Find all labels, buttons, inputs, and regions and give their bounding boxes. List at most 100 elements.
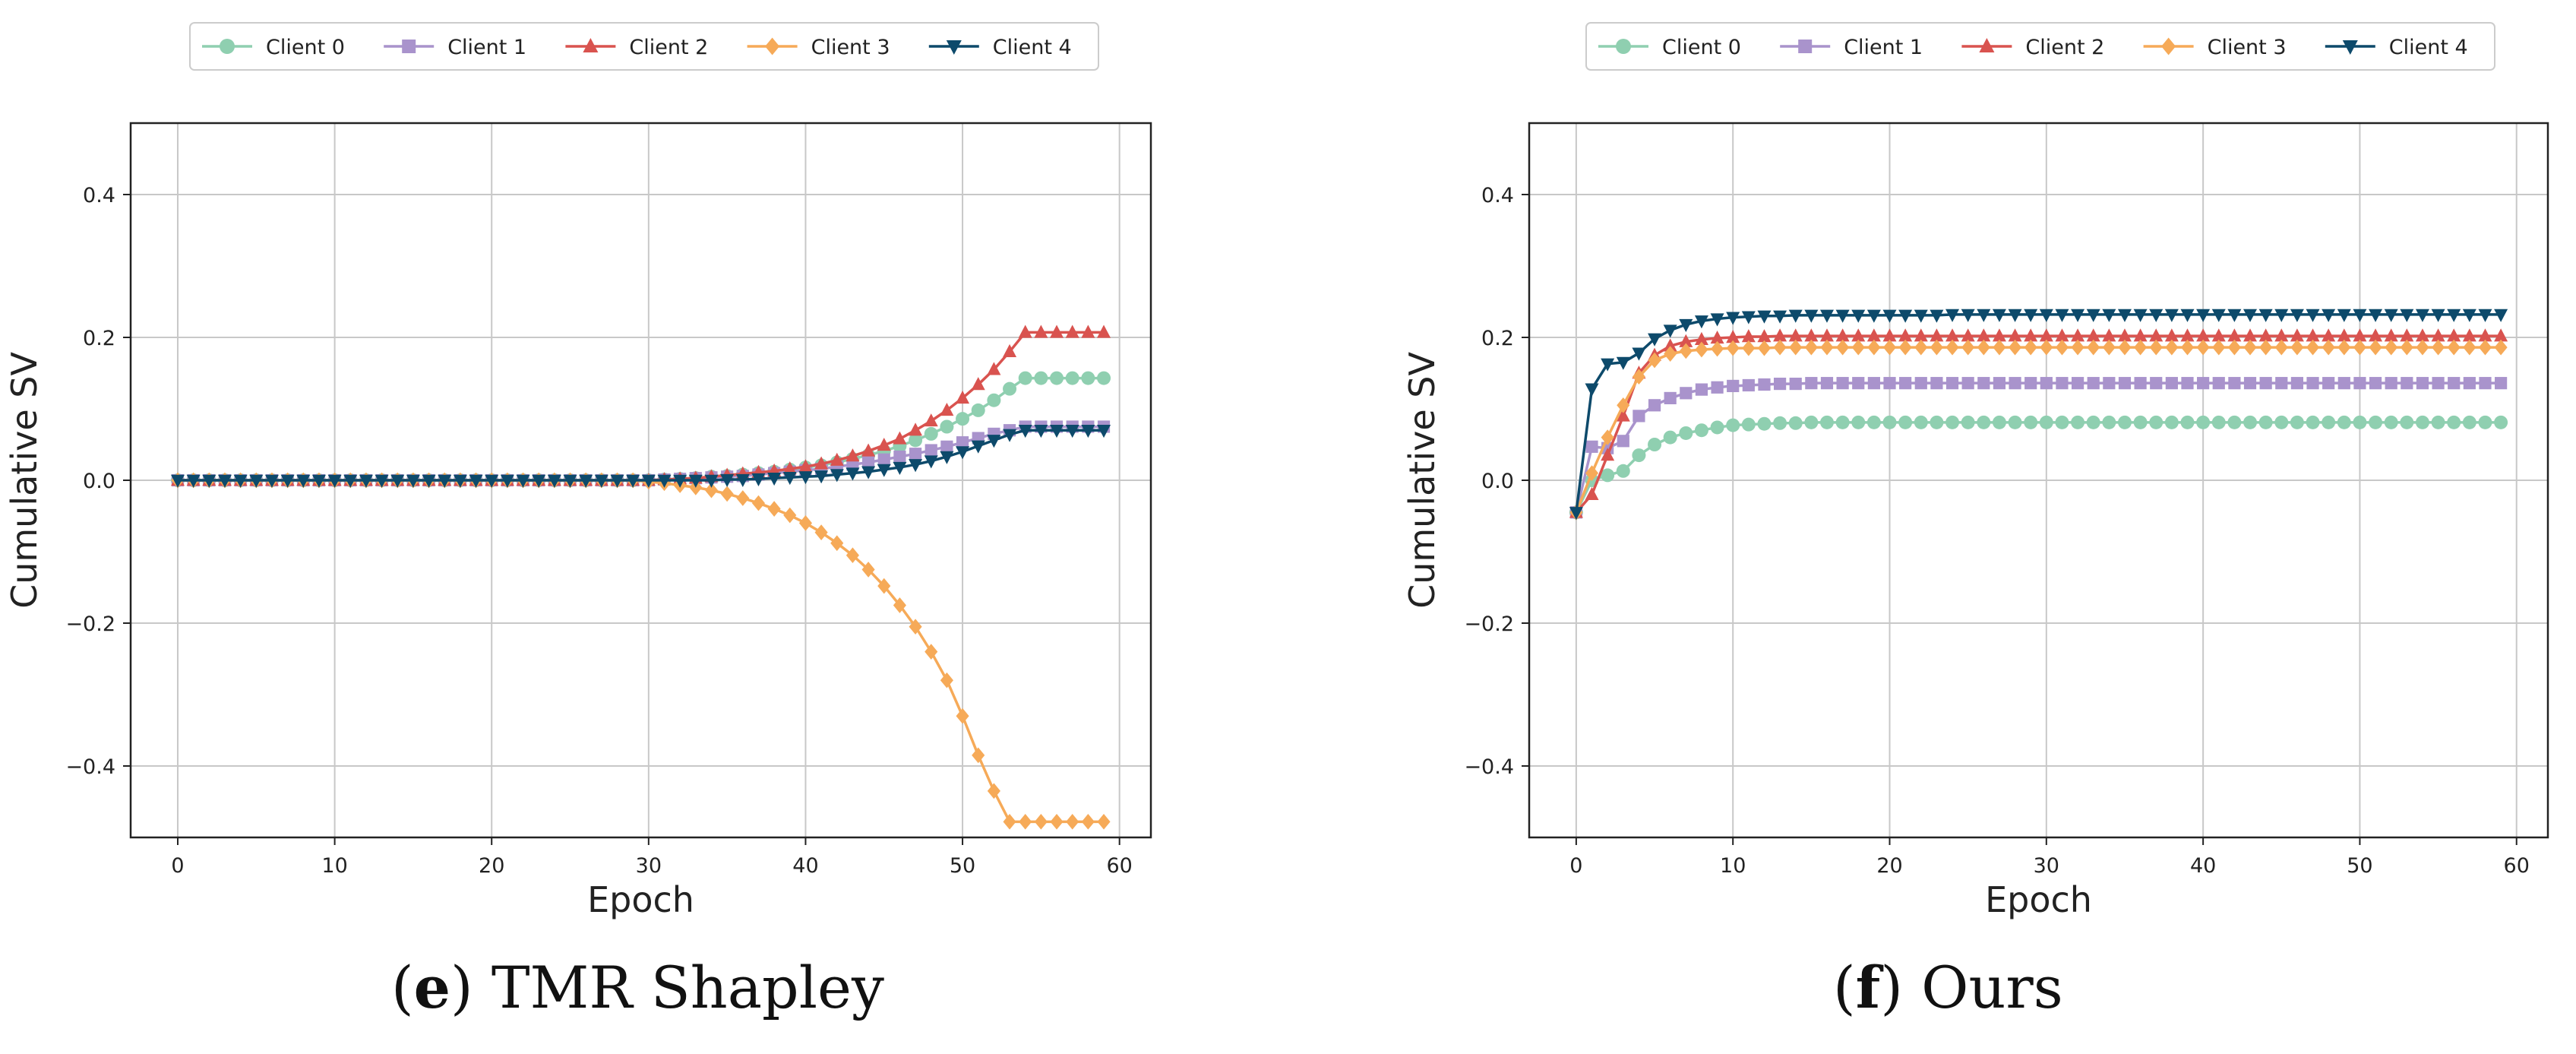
data-point — [2431, 328, 2445, 342]
data-point — [798, 459, 813, 473]
series-line — [1575, 421, 2502, 514]
data-point — [1065, 371, 1079, 385]
data-point — [2290, 328, 2304, 342]
data-point — [2227, 339, 2241, 356]
data-point — [2149, 339, 2163, 356]
data-point — [2384, 415, 2398, 429]
data-point — [280, 474, 295, 488]
data-point — [1679, 426, 1693, 440]
data-point — [924, 426, 938, 441]
data-point — [1819, 309, 1834, 323]
data-point — [2274, 415, 2289, 429]
data-point — [2462, 415, 2476, 429]
series-client-0 — [170, 371, 1111, 487]
data-point — [1019, 813, 1032, 830]
data-point — [1757, 340, 1772, 356]
data-point — [2384, 309, 2398, 322]
data-point — [2259, 377, 2272, 390]
data-point — [2102, 415, 2116, 429]
data-point — [1805, 377, 1818, 390]
data-point — [311, 474, 326, 488]
data-point — [1695, 341, 1708, 358]
data-point — [2306, 377, 2319, 390]
data-point — [2462, 328, 2476, 342]
data-point — [1773, 416, 1787, 430]
x-tick-label: 50 — [950, 854, 975, 878]
legend-item-client-0: Client 0 — [202, 36, 345, 59]
legend-label: Client 4 — [993, 36, 1072, 59]
data-point — [956, 707, 969, 724]
data-point — [1757, 416, 1772, 431]
data-point — [2353, 415, 2367, 429]
data-point — [2369, 377, 2382, 390]
data-point — [1679, 318, 1693, 332]
data-point — [1992, 309, 2006, 322]
data-point — [720, 473, 735, 487]
data-point — [1788, 309, 1803, 323]
data-point — [1961, 309, 1975, 322]
data-point — [830, 469, 844, 483]
data-point — [2431, 415, 2445, 429]
data-point — [2024, 328, 2038, 342]
y-tick-label: −0.2 — [1464, 612, 1514, 636]
data-point — [1961, 377, 1974, 390]
legend-item-client-2: Client 2 — [565, 36, 708, 59]
data-point — [971, 403, 985, 417]
data-point — [1726, 330, 1740, 343]
data-point — [2243, 415, 2258, 429]
data-point — [2227, 328, 2242, 342]
data-point — [1710, 313, 1724, 327]
x-tick-label: 60 — [2504, 854, 2530, 878]
legend-item-client-1: Client 1 — [1780, 36, 1923, 59]
data-point — [2181, 377, 2194, 390]
data-point — [1930, 309, 1944, 323]
data-point — [2385, 339, 2398, 356]
data-point — [2431, 309, 2445, 322]
data-point — [1694, 315, 1708, 329]
data-point — [1867, 377, 1880, 390]
data-point — [2415, 328, 2429, 342]
legend-marker — [2161, 37, 2176, 55]
data-point — [2071, 328, 2085, 342]
x-tick-label: 30 — [2034, 854, 2059, 878]
legend-item-client-3: Client 3 — [2143, 36, 2287, 59]
data-point — [909, 448, 922, 461]
data-point — [532, 474, 546, 488]
data-point — [877, 578, 891, 594]
data-point — [1097, 371, 1111, 385]
data-point — [2306, 339, 2320, 356]
data-point — [2290, 377, 2304, 390]
data-point — [2071, 339, 2085, 356]
data-point — [2337, 328, 2351, 342]
data-point — [845, 467, 860, 481]
data-point — [2275, 377, 2288, 390]
data-point — [1034, 813, 1048, 830]
y-axis-label: Cumulative SV — [4, 352, 45, 609]
data-point — [1585, 465, 1599, 481]
x-tick-label: 20 — [1876, 854, 1902, 878]
data-point — [1773, 378, 1787, 391]
data-point — [1741, 311, 1756, 324]
data-point — [2180, 415, 2195, 429]
data-point — [1648, 438, 1662, 451]
data-point — [1711, 381, 1724, 394]
data-point — [720, 486, 734, 502]
data-point — [1914, 415, 1928, 429]
data-point — [1617, 435, 1629, 448]
data-point — [2478, 415, 2492, 429]
data-point — [1726, 312, 1740, 325]
data-point — [1867, 339, 1881, 356]
data-point — [2337, 339, 2351, 356]
y-tick-label: −0.4 — [1464, 755, 1514, 779]
data-point — [1694, 423, 1708, 438]
data-point — [2400, 415, 2414, 429]
data-point — [1710, 331, 1724, 344]
legend-label: Client 1 — [1844, 36, 1923, 59]
data-point — [2024, 377, 2037, 390]
legend-item-client-4: Client 4 — [928, 36, 1072, 59]
y-tick-label: 0.4 — [83, 184, 115, 207]
data-point — [2212, 339, 2226, 356]
data-point — [1866, 328, 1881, 342]
data-point — [469, 474, 483, 488]
